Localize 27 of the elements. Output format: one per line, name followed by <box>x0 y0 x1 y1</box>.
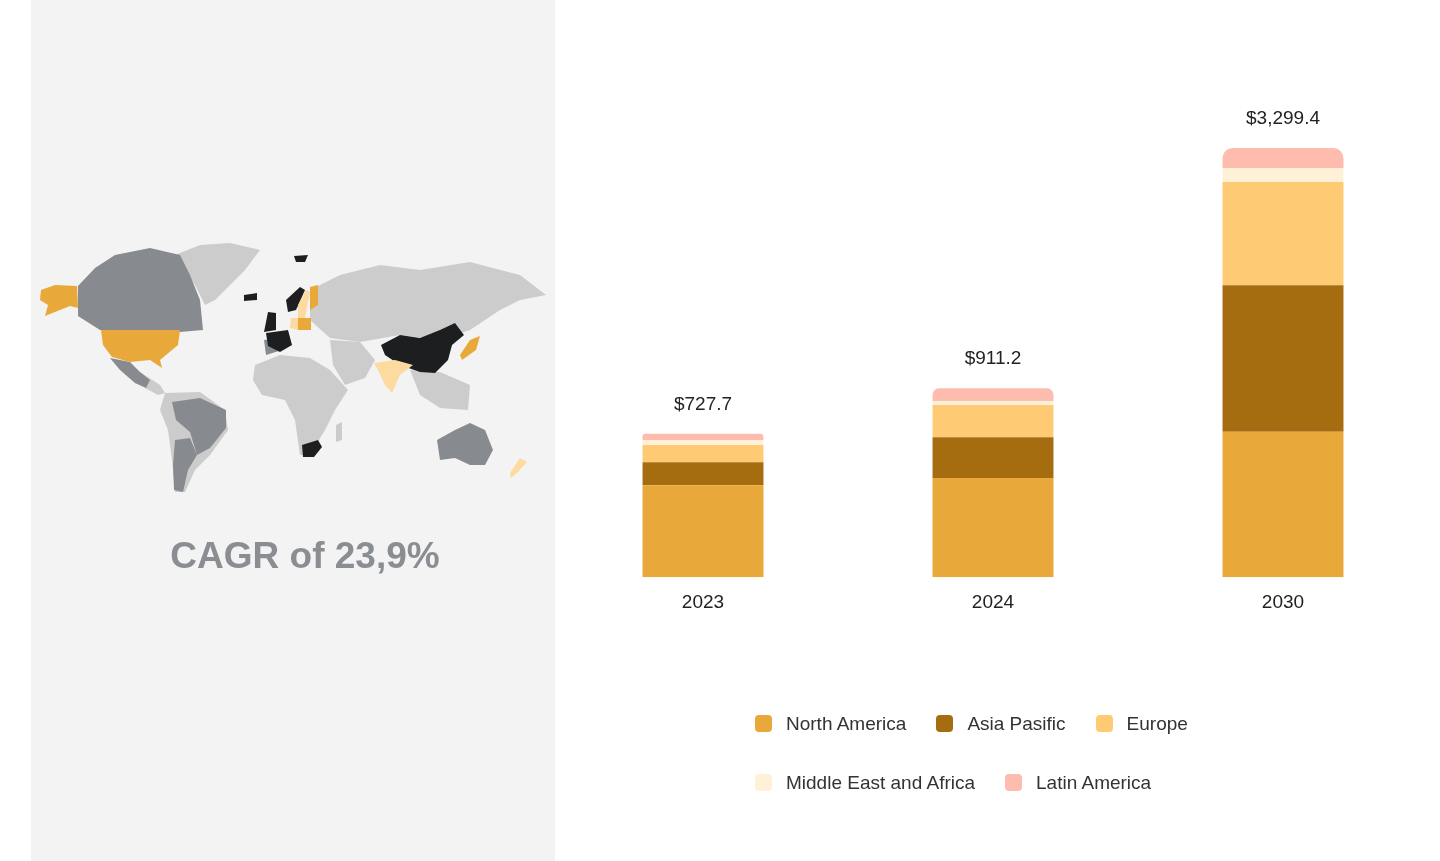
legend-label: North America <box>786 712 907 735</box>
bar <box>932 478 1054 578</box>
annotation: $911.2 <box>964 347 1022 369</box>
bar <box>642 433 764 441</box>
bar <box>932 401 1054 406</box>
bar <box>1222 181 1344 286</box>
annotation: $727.7 <box>673 392 733 414</box>
bar <box>1222 285 1344 432</box>
legend-label: Europe <box>1126 712 1188 735</box>
annotation: $3,299.4 <box>1246 107 1321 128</box>
legend-label: Middle East and Africa <box>786 771 976 794</box>
bar <box>932 388 1054 402</box>
bar <box>642 445 764 463</box>
bar <box>1222 168 1344 182</box>
text: CAGR of 23,9% <box>169 534 441 578</box>
bar <box>642 440 764 446</box>
bar <box>932 405 1054 438</box>
legend-label: Asia Pasific <box>967 712 1066 735</box>
bar <box>642 462 764 486</box>
bar <box>642 485 764 578</box>
x-tick-label: 2024 <box>971 590 1015 612</box>
legend-label: Latin America <box>1036 771 1152 794</box>
bar <box>1222 148 1344 169</box>
x-tick-label: 2023 <box>681 590 725 612</box>
bar <box>1222 431 1344 578</box>
x-tick-label: 2030 <box>1261 590 1305 612</box>
bar <box>932 437 1054 479</box>
